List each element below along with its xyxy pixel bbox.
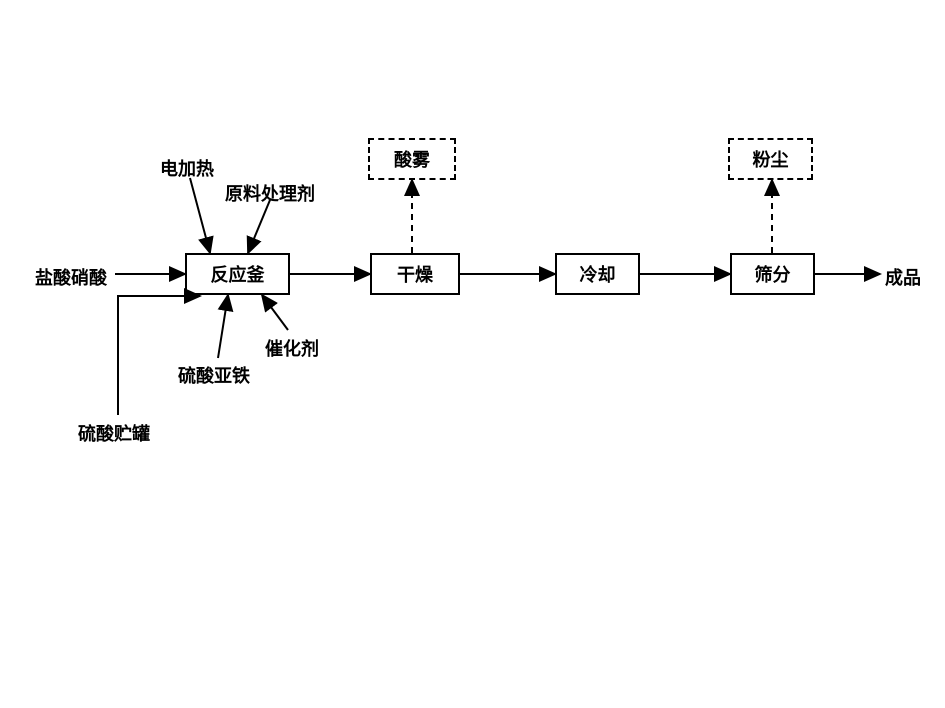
tank-label: 硫酸贮罐: [78, 420, 150, 446]
ferrous-label: 硫酸亚铁: [178, 362, 250, 388]
sieving-box: 筛分: [730, 253, 815, 295]
cooling-box: 冷却: [555, 253, 640, 295]
drying-box: 干燥: [370, 253, 460, 295]
reactor-box: 反应釜: [185, 253, 290, 295]
edges-svg: [0, 0, 945, 708]
catalyst-label: 催化剂: [265, 335, 319, 361]
flowchart-diagram: 反应釜 干燥 冷却 筛分 酸雾 粉尘 盐酸硝酸 电加热 原料处理剂 催化剂 硫酸…: [0, 0, 945, 708]
heating-label: 电加热: [160, 155, 214, 181]
dust-box: 粉尘: [728, 138, 813, 180]
acidmist-box: 酸雾: [368, 138, 456, 180]
product-label: 成品: [885, 264, 921, 290]
input-left-label: 盐酸硝酸: [35, 264, 107, 290]
treatment-label: 原料处理剂: [225, 180, 315, 206]
